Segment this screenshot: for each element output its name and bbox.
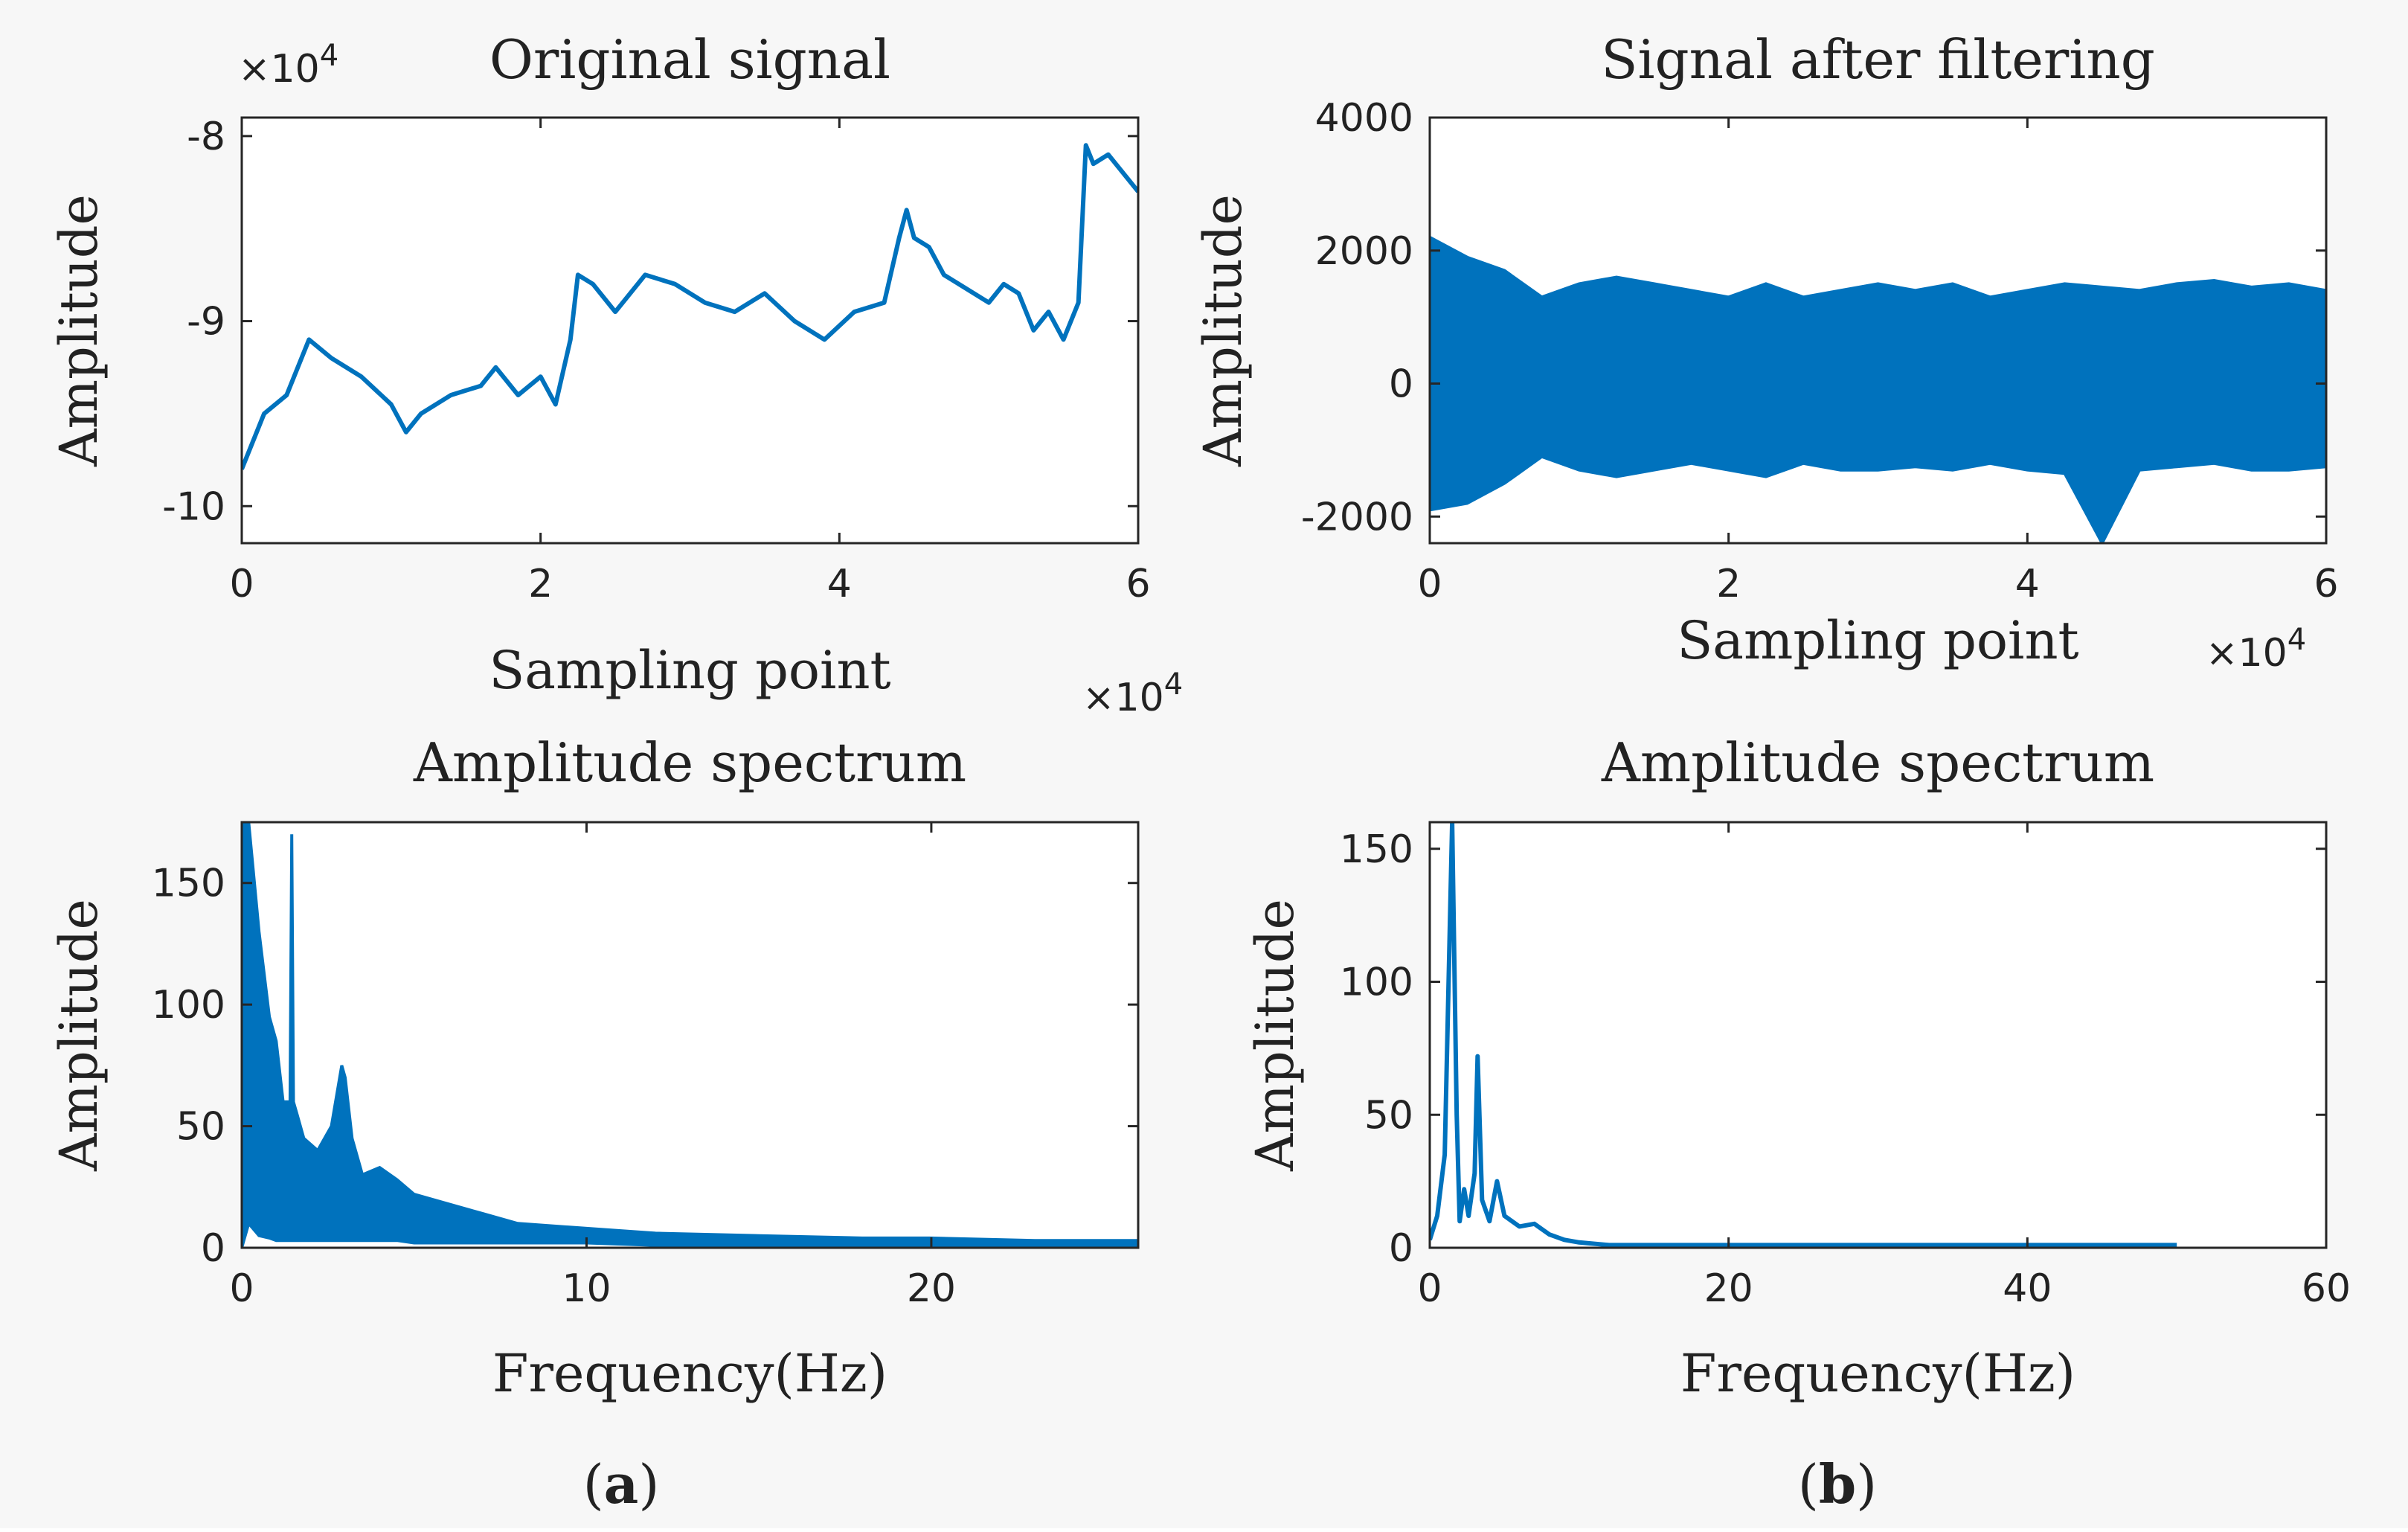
x-tick-label: 0 bbox=[1417, 562, 1442, 606]
chart-title: Signal after filtering bbox=[1601, 28, 2155, 91]
x-tick-label: 0 bbox=[1417, 1266, 1442, 1311]
y-axis-label: Amplitude bbox=[1192, 194, 1253, 467]
y-tick-label: 50 bbox=[1364, 1093, 1413, 1138]
x-tick-label: 0 bbox=[229, 1266, 254, 1311]
y-tick-label: 150 bbox=[1340, 827, 1413, 872]
chart-title: Amplitude spectrum bbox=[413, 731, 966, 794]
y-tick-label: 0 bbox=[1389, 1226, 1413, 1271]
y-tick-label: 0 bbox=[201, 1226, 225, 1271]
x-tick-label: 40 bbox=[2003, 1266, 2052, 1311]
x-axis-label: Sampling point bbox=[489, 640, 890, 701]
y-tick-label: 0 bbox=[1389, 362, 1413, 407]
y-tick-label: 50 bbox=[176, 1105, 225, 1150]
y-axis-label: Amplitude bbox=[1245, 899, 1306, 1172]
chart-b-spec: 0 20 40 60 0 50 100 150 Amplitude spectrum Freque… bbox=[1245, 731, 2351, 1404]
x-tick-label: 20 bbox=[1704, 1266, 1753, 1311]
x-tick-label: 2 bbox=[528, 562, 553, 606]
y-tick-label: -2000 bbox=[1301, 495, 1413, 539]
y-tick-label: 2000 bbox=[1315, 229, 1413, 274]
x-tick-label: 20 bbox=[907, 1266, 956, 1311]
x-tick-label: 0 bbox=[229, 562, 254, 606]
y-tick-label: 4000 bbox=[1315, 96, 1413, 141]
y-tick-label: 100 bbox=[1340, 961, 1413, 1005]
y-axis-label: Amplitude bbox=[48, 899, 109, 1172]
chart-title: Amplitude spectrum bbox=[1601, 731, 2154, 794]
y-axis-label: Amplitude bbox=[48, 194, 109, 467]
panel-label-a: (a) bbox=[583, 1452, 660, 1516]
x-tick-label: 4 bbox=[2015, 562, 2040, 606]
x-tick-label: 4 bbox=[827, 562, 852, 606]
x-axis-label: Frequency(Hz) bbox=[1680, 1343, 2075, 1404]
panel-label-b: (b) bbox=[1798, 1452, 1878, 1516]
x-tick-label: 10 bbox=[562, 1266, 611, 1311]
x-tick-label: 6 bbox=[1126, 562, 1150, 606]
plot-area bbox=[242, 118, 1138, 543]
x-tick-label: 2 bbox=[1716, 562, 1741, 606]
y-axis-multiplier: ×104 bbox=[238, 39, 338, 92]
x-axis-label: Frequency(Hz) bbox=[492, 1343, 887, 1404]
y-tick-label: 100 bbox=[152, 983, 225, 1028]
chart-a-spec: 0 10 20 0 50 100 150 Amplitude spectrum Frequenc… bbox=[48, 731, 1138, 1404]
chart-a-time: 0 2 4 6 -10 -9 -8 Original signal Sampling point… bbox=[48, 28, 1183, 720]
x-tick-label: 6 bbox=[2314, 562, 2338, 606]
chart-title: Original signal bbox=[489, 28, 890, 91]
y-tick-label: -10 bbox=[162, 484, 225, 529]
x-axis-label: Sampling point bbox=[1677, 610, 2078, 671]
y-tick-label: -8 bbox=[187, 115, 225, 159]
x-axis-multiplier: ×104 bbox=[2206, 623, 2306, 676]
y-tick-label: 150 bbox=[152, 862, 225, 906]
y-tick-label: -9 bbox=[187, 300, 225, 344]
plot-area bbox=[1430, 822, 2326, 1248]
x-tick-label: 60 bbox=[2302, 1266, 2351, 1311]
x-axis-multiplier: ×104 bbox=[1082, 667, 1183, 720]
